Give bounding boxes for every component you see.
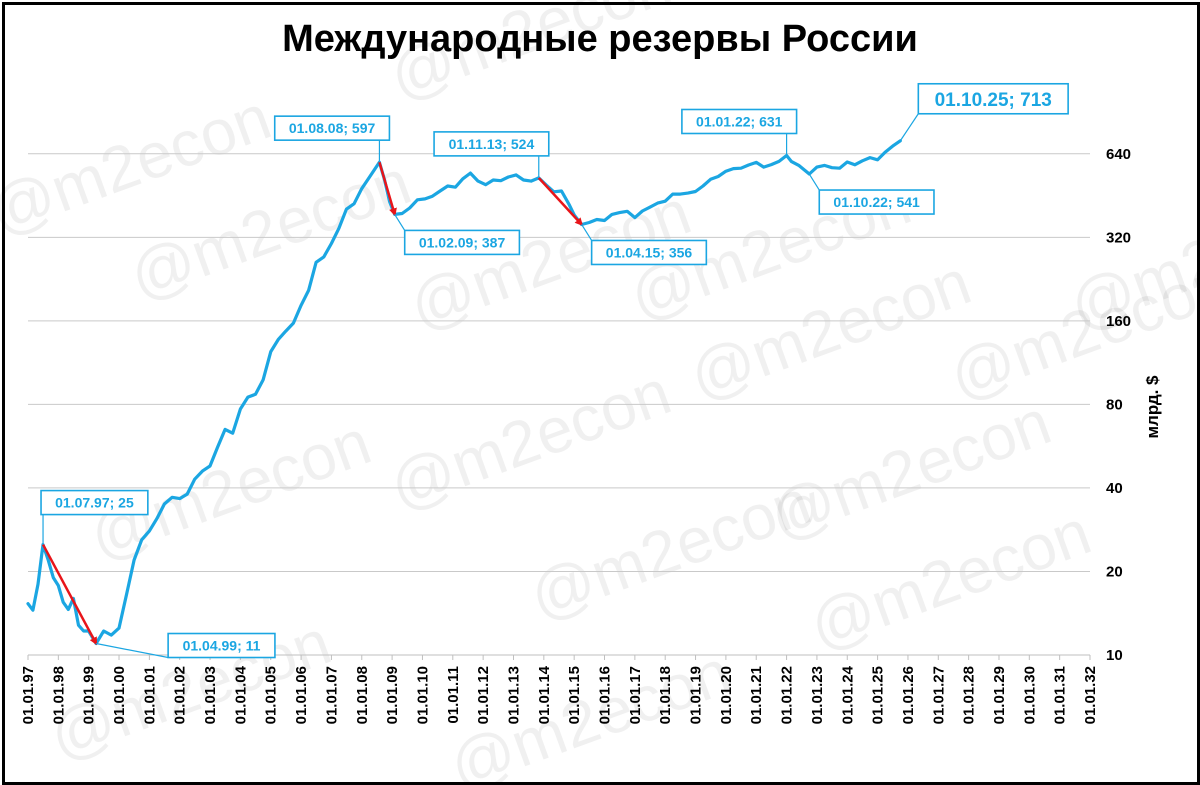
x-tick-label: 01.01.29: [991, 666, 1008, 724]
x-tick-label: 01.01.30: [1021, 666, 1038, 724]
watermark: @m2econ: [380, 0, 680, 113]
annotation-box: [167, 632, 276, 659]
x-tick-label: 01.01.19: [688, 666, 705, 724]
x-tick-label: 01.01.17: [627, 666, 644, 724]
x-tick-label: 01.01.15: [566, 666, 583, 724]
annotation-box: [433, 131, 550, 157]
y-tick-label: 320: [1106, 229, 1131, 246]
x-tick-label: 01.01.23: [809, 666, 826, 724]
x-tick-label: 01.01.00: [111, 666, 128, 724]
x-tick-label: 01.01.16: [597, 666, 614, 724]
x-tick-label: 01.01.32: [1082, 666, 1099, 724]
drop-arrow: [41, 543, 98, 646]
annotation-leader: [899, 113, 919, 142]
x-tick-label: 01.01.13: [505, 666, 522, 724]
annotation-label: 01.04.15; 356: [606, 244, 693, 260]
annotation-box: [40, 489, 149, 516]
x-tick-label: 01.01.20: [718, 666, 735, 724]
annotation-label: 01.11.13; 524: [449, 136, 535, 152]
y-tick-label: 80: [1106, 396, 1123, 413]
annotation-leader: [394, 214, 406, 231]
annotation-leader: [96, 642, 169, 659]
reserves-series-line: [26, 139, 902, 646]
y-tick-label: 10: [1106, 647, 1123, 664]
chart-title: Международные резервы России: [282, 18, 918, 60]
annotation-box: [818, 189, 935, 215]
x-tick-label: 01.01.26: [900, 666, 917, 724]
annotation-label: 01.10.25; 713: [935, 90, 1052, 111]
annotation-box: [273, 115, 391, 141]
x-tick-label: 01.01.99: [81, 666, 98, 724]
x-tick-label: 01.01.05: [263, 666, 280, 724]
annotation-label: 01.10.22; 541: [833, 194, 920, 210]
x-tick-label: 01.01.18: [657, 666, 674, 724]
watermark: @m2econ: [380, 355, 680, 523]
x-tick-label: 01.01.25: [870, 666, 887, 724]
x-tick-label: 01.01.03: [202, 666, 219, 724]
y-tick-label: 640: [1106, 146, 1131, 163]
x-tick-label: 01.01.09: [384, 666, 401, 724]
annotation-label: 01.08.08; 597: [289, 120, 376, 136]
annotation-box: [590, 239, 708, 266]
annotation-label: 01.02.09; 387: [419, 234, 506, 250]
y-tick-label: 160: [1106, 313, 1131, 330]
annotation-leader: [581, 224, 593, 241]
x-tick-label: 01.01.22: [779, 666, 796, 724]
x-tick-label: 01.01.08: [354, 666, 371, 724]
annotation-label: 01.01.22; 631: [696, 113, 783, 129]
x-tick-label: 01.01.01: [141, 666, 158, 724]
drop-arrow: [378, 161, 397, 217]
x-tick-label: 01.01.04: [232, 665, 249, 724]
y-tick-label: 20: [1106, 563, 1123, 580]
x-tick-label: 01.01.14: [536, 665, 553, 724]
annotation-label: 01.07.97; 25: [55, 495, 134, 511]
annotation-box: [681, 108, 798, 135]
x-tick-label: 01.01.97: [20, 666, 37, 724]
annotation-label: 01.04.99; 11: [183, 638, 261, 654]
x-tick-label: 01.01.21: [748, 666, 765, 724]
x-tick-label: 01.01.24: [839, 665, 856, 724]
x-tick-label: 01.01.31: [1052, 666, 1069, 724]
x-tick-label: 01.01.02: [172, 666, 189, 724]
y-axis-label: млрд. $: [1143, 375, 1162, 439]
x-tick-label: 01.01.98: [50, 666, 67, 724]
x-tick-label: 01.01.07: [323, 666, 340, 724]
x-tick-label: 01.01.27: [930, 666, 947, 724]
annotation-box: [403, 229, 521, 256]
x-tick-label: 01.01.06: [293, 666, 310, 724]
annotation-leader: [808, 173, 820, 191]
x-tick-label: 01.01.11: [445, 666, 462, 724]
x-tick-label: 01.01.28: [961, 666, 978, 724]
x-tick-label: 01.01.12: [475, 666, 492, 724]
x-tick-label: 01.01.10: [414, 666, 431, 724]
annotation-box: [917, 82, 1069, 115]
y-tick-label: 40: [1106, 480, 1123, 497]
drop-arrow: [537, 177, 583, 226]
